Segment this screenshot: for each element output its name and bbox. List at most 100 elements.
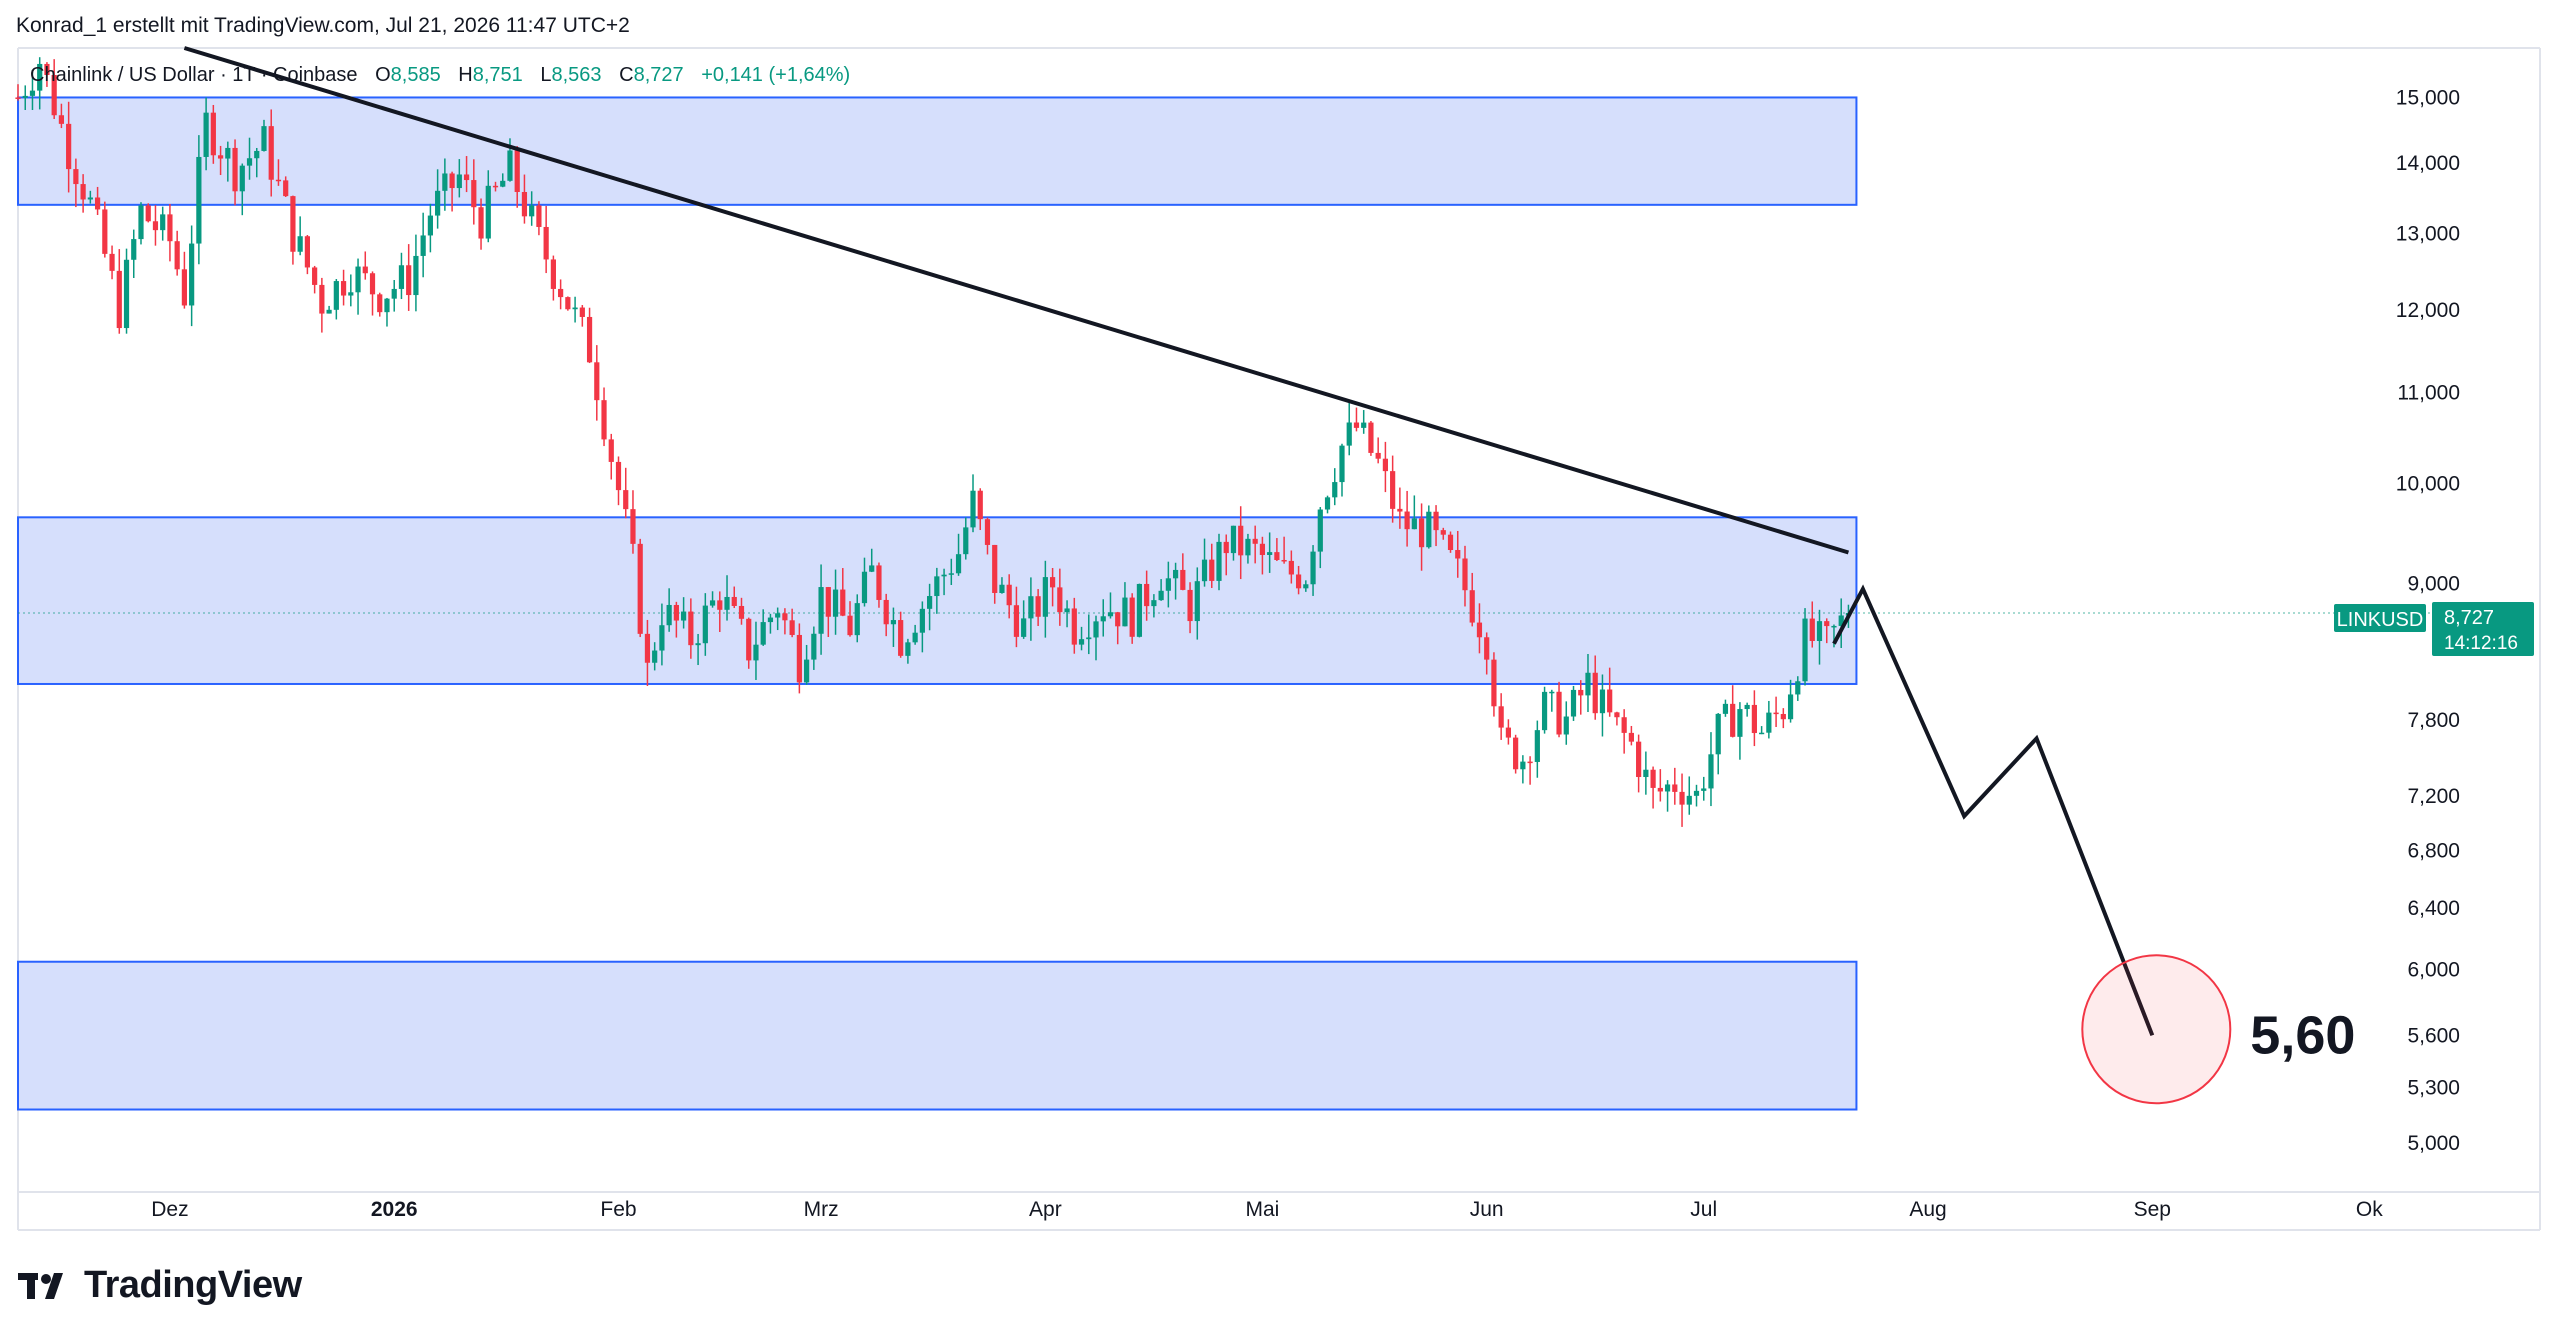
candle [1281, 536, 1287, 564]
candle [796, 623, 802, 694]
candle [1310, 545, 1316, 596]
candle [1643, 751, 1649, 795]
candle [435, 169, 441, 229]
tradingview-logo[interactable]: TradingView [18, 1264, 302, 1307]
candle [471, 159, 477, 225]
candle [1100, 599, 1106, 637]
candle [1151, 594, 1157, 618]
candle [1390, 455, 1396, 523]
candle [869, 548, 875, 573]
candle [1346, 400, 1352, 456]
candle [1672, 767, 1678, 805]
candle [927, 583, 933, 631]
price-tick-label: 6,000 [2407, 959, 2460, 982]
candle [789, 608, 795, 638]
candle [1541, 686, 1548, 734]
candle [955, 533, 962, 576]
high-value: 8,751 [472, 64, 523, 86]
candle [58, 103, 65, 129]
candle [1057, 568, 1063, 626]
candle [1122, 582, 1128, 627]
candle [1686, 776, 1692, 815]
symbol-legend[interactable]: Chainlink / US Dollar · 1T · Coinbase O8… [30, 64, 850, 87]
price-axis[interactable]: 15,000 14,000 13,000 12,000 11,000 10,000 9,00… [2396, 86, 2460, 1155]
candle [1064, 600, 1070, 628]
candle [1267, 532, 1273, 573]
time-tick-label: Dez [151, 1198, 188, 1221]
candle [652, 642, 658, 671]
candle [565, 296, 571, 311]
time-axis[interactable]: Dez 2026 Feb Mrz Apr Mai Jun Jul Aug Sep Ok [151, 1198, 2383, 1221]
candle [1230, 525, 1237, 561]
last-price-value: 8,727 [2444, 607, 2494, 629]
candle [825, 586, 831, 637]
candle [348, 274, 354, 307]
candle [1194, 567, 1200, 640]
candle [1129, 593, 1135, 644]
candle [116, 249, 122, 334]
candle [1513, 734, 1519, 774]
candle [232, 139, 238, 206]
candle [738, 597, 745, 625]
candle [1563, 701, 1569, 745]
candle [1636, 734, 1642, 793]
candle [1549, 689, 1555, 712]
low-label: L [540, 64, 552, 86]
candle [217, 145, 224, 176]
ticker-badge-bg [2334, 604, 2426, 632]
candle [73, 158, 79, 208]
candle [326, 305, 332, 314]
candle [876, 562, 882, 608]
candle [1773, 696, 1779, 728]
time-tick-label: Jun [1470, 1198, 1504, 1221]
candle [847, 601, 853, 637]
candle [1115, 611, 1121, 645]
candle [832, 569, 839, 635]
candle [355, 258, 361, 315]
time-tick-label: Mai [1245, 1198, 1279, 1221]
open-label: O [375, 64, 391, 86]
last-price-badge-bg [2432, 602, 2534, 656]
candle [550, 255, 556, 301]
candle [420, 212, 426, 278]
candle [1165, 561, 1171, 608]
candle [340, 269, 347, 306]
candle [203, 97, 209, 171]
candle [181, 251, 188, 309]
candle [724, 575, 730, 621]
candle [189, 225, 195, 327]
candle [1361, 410, 1367, 434]
price-tick-label: 7,800 [2407, 709, 2460, 732]
candle [1013, 586, 1020, 648]
candle [145, 203, 151, 223]
lines-layer [183, 46, 2155, 1037]
candle [644, 619, 651, 686]
candle [1534, 720, 1540, 778]
candle [1180, 553, 1186, 591]
chart-attribution: Konrad_1 erstellt mit TradingView.com, J… [16, 14, 630, 37]
candle [898, 611, 904, 658]
candle [1570, 685, 1577, 721]
target-layer: 5,60 [2081, 954, 2355, 1105]
candle [840, 568, 846, 617]
candle [87, 190, 93, 204]
candle [1209, 543, 1215, 588]
time-tick-label: Sep [2134, 1198, 2171, 1221]
candle [456, 159, 462, 198]
candle [1021, 600, 1027, 639]
candle [152, 205, 159, 246]
candle [1628, 725, 1634, 746]
candle [1491, 652, 1497, 717]
candle [608, 433, 614, 480]
candle [51, 59, 57, 120]
candle [1411, 495, 1417, 530]
candle [1787, 679, 1794, 723]
candle [167, 203, 173, 262]
time-tick-label: Apr [1029, 1198, 1062, 1221]
price-tick-label: 7,200 [2407, 785, 2460, 808]
price-tick-label: 6,400 [2407, 897, 2460, 920]
candle [1722, 699, 1729, 717]
candle [1730, 685, 1736, 738]
candle [1751, 690, 1757, 747]
